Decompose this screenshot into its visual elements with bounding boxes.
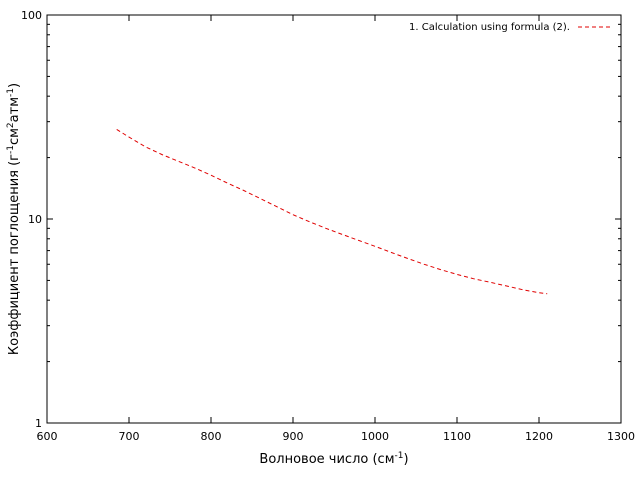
x-tick-label: 600 [37, 430, 58, 443]
series-line-1 [116, 128, 548, 295]
x-tick-label: 900 [283, 430, 304, 443]
x-tick-label: 700 [119, 430, 140, 443]
y-axis-title: Коэффициент поглощения (г-1см2атм-1) [6, 83, 22, 355]
x-tick-label: 1000 [361, 430, 389, 443]
y-axis-ticks: 1 10 100 [21, 9, 621, 430]
y-tick-label: 100 [21, 9, 42, 22]
legend-entry-label: 1. Calculation using formula (2). [409, 22, 570, 33]
x-tick-label: 1200 [525, 430, 553, 443]
x-axis-ticks: 600 700 800 900 1000 1100 1200 1300 [37, 15, 635, 443]
x-tick-label: 1100 [443, 430, 471, 443]
plot-frame [46, 14, 622, 424]
x-tick-label: 1300 [607, 430, 635, 443]
x-tick-label: 800 [201, 430, 222, 443]
y-tick-label: 1 [35, 417, 42, 430]
y-tick-label: 10 [28, 213, 42, 226]
legend: 1. Calculation using formula (2). [409, 22, 612, 33]
x-axis-title: Волновое число (см-1) [259, 451, 408, 467]
series-layer [116, 128, 548, 295]
